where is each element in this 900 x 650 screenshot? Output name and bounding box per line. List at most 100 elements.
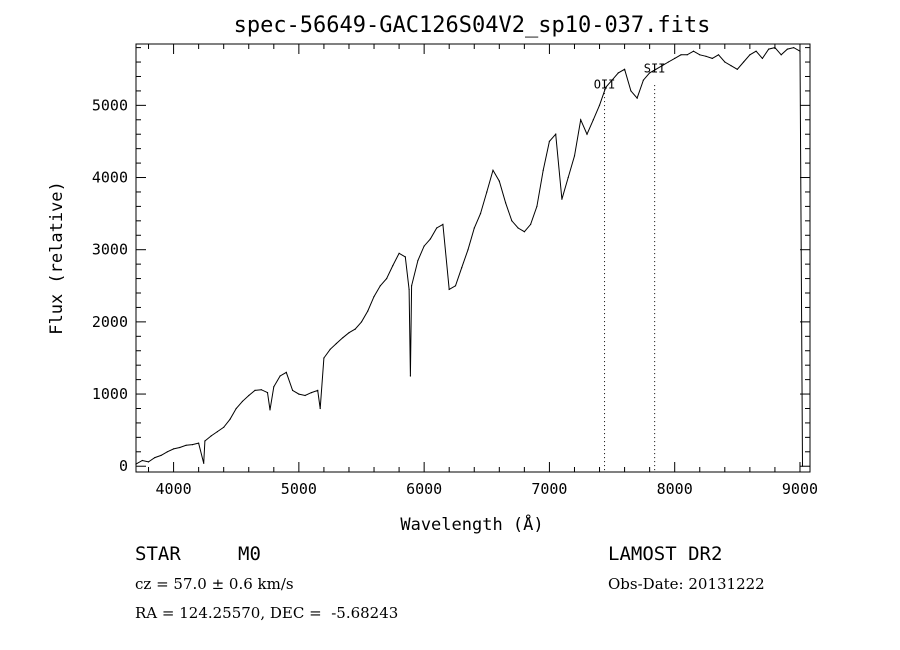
data-point bbox=[147, 461, 150, 463]
data-point bbox=[198, 442, 200, 444]
data-point bbox=[705, 55, 707, 57]
data-point bbox=[317, 389, 319, 391]
x-tick-label: 6000 bbox=[406, 480, 442, 498]
data-point bbox=[454, 285, 457, 287]
data-point bbox=[717, 54, 720, 56]
y-axis-ticks: 0 1000 2000 3000 4000 5000 bbox=[92, 47, 810, 475]
object-class: STAR bbox=[135, 543, 181, 565]
data-point bbox=[511, 220, 513, 222]
data-point bbox=[423, 245, 425, 247]
data-point bbox=[285, 371, 287, 373]
data-point bbox=[241, 400, 244, 402]
x-axis-label: Wavelength (Å) bbox=[400, 513, 543, 535]
data-point bbox=[655, 68, 657, 70]
y-tick-label: 3000 bbox=[92, 241, 128, 259]
data-point bbox=[417, 259, 419, 262]
data-point bbox=[404, 256, 406, 258]
data-point bbox=[498, 180, 500, 182]
data-point bbox=[329, 348, 331, 350]
data-point bbox=[203, 462, 205, 464]
data-point bbox=[248, 394, 250, 397]
data-point bbox=[755, 50, 757, 52]
data-point bbox=[592, 119, 594, 121]
data-point bbox=[154, 457, 156, 459]
data-point bbox=[799, 50, 801, 52]
data-point bbox=[304, 394, 306, 397]
data-point bbox=[292, 389, 294, 391]
data-point bbox=[699, 54, 701, 56]
data-point bbox=[269, 409, 271, 411]
data-point bbox=[505, 202, 507, 204]
y-tick-label: 4000 bbox=[92, 169, 128, 187]
data-point bbox=[605, 86, 607, 88]
data-point bbox=[191, 444, 193, 446]
redshift-cz: cz = 57.0 ± 0.6 km/s bbox=[135, 575, 294, 593]
data-point bbox=[204, 440, 206, 442]
data-point bbox=[398, 252, 400, 254]
data-point bbox=[310, 392, 312, 394]
data-point bbox=[342, 337, 344, 339]
data-point bbox=[536, 205, 538, 207]
data-point bbox=[379, 285, 381, 287]
object-subclass: M0 bbox=[238, 543, 261, 565]
data-point bbox=[223, 426, 225, 428]
data-point bbox=[580, 119, 582, 121]
y-tick-label: 0 bbox=[119, 457, 128, 475]
data-point bbox=[235, 407, 237, 410]
line-marker-label: OII bbox=[594, 77, 616, 91]
data-point bbox=[254, 389, 256, 391]
data-point bbox=[411, 285, 413, 287]
data-point bbox=[373, 296, 375, 298]
data-point bbox=[780, 54, 782, 56]
data-point bbox=[409, 375, 411, 377]
data-point bbox=[801, 465, 804, 467]
chart-title: spec-56649-GAC126S04V2_sp10-037.fits bbox=[234, 13, 711, 38]
data-point bbox=[408, 288, 410, 290]
data-point bbox=[611, 79, 613, 81]
data-point bbox=[736, 68, 738, 70]
x-tick-label: 5000 bbox=[281, 480, 317, 498]
x-axis-ticks: 4000 5000 6000 7000 8000 9000 bbox=[148, 44, 818, 498]
data-point bbox=[260, 389, 262, 391]
data-point bbox=[586, 133, 588, 135]
ra-dec-coordinates: RA = 124.25570, DEC = -5.68243 bbox=[135, 604, 399, 622]
data-point bbox=[473, 227, 475, 229]
data-points bbox=[135, 47, 804, 467]
data-point bbox=[360, 321, 363, 323]
data-point bbox=[386, 278, 388, 280]
data-point bbox=[467, 249, 469, 251]
data-point bbox=[793, 47, 795, 49]
data-point bbox=[448, 288, 450, 290]
flux-series-line bbox=[135, 47, 803, 467]
data-point bbox=[530, 223, 532, 225]
data-point bbox=[768, 48, 770, 50]
data-point bbox=[661, 65, 663, 67]
data-point bbox=[367, 310, 369, 312]
data-point bbox=[743, 61, 745, 63]
data-point bbox=[711, 57, 713, 60]
line-markers: OII SII bbox=[594, 61, 666, 472]
data-point bbox=[542, 169, 544, 171]
data-point bbox=[436, 227, 438, 229]
data-point bbox=[216, 431, 218, 433]
y-tick-label: 1000 bbox=[92, 385, 128, 403]
data-point bbox=[486, 191, 488, 193]
data-point bbox=[210, 435, 212, 437]
data-point bbox=[266, 392, 269, 394]
y-tick-label: 5000 bbox=[92, 96, 128, 114]
data-point bbox=[160, 454, 162, 456]
data-point bbox=[649, 72, 651, 74]
data-point bbox=[624, 68, 626, 70]
data-point bbox=[166, 451, 168, 453]
data-point bbox=[461, 267, 463, 269]
data-point bbox=[573, 155, 576, 157]
data-point bbox=[680, 54, 682, 56]
data-point bbox=[442, 223, 444, 225]
data-point bbox=[667, 61, 670, 63]
data-point bbox=[229, 418, 231, 420]
data-point bbox=[348, 332, 350, 334]
data-point bbox=[730, 65, 732, 67]
line-marker-label: SII bbox=[644, 61, 666, 75]
data-point bbox=[749, 54, 751, 56]
